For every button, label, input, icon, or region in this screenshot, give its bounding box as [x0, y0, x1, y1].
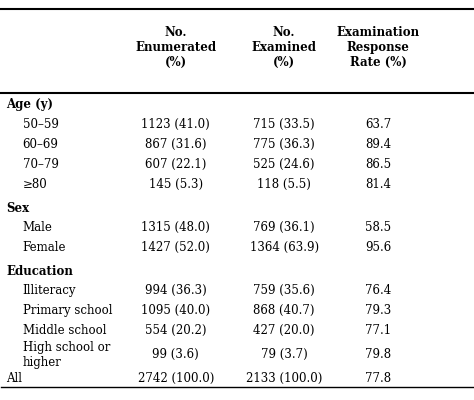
Text: 76.4: 76.4 [365, 284, 392, 297]
Text: 89.4: 89.4 [365, 138, 392, 151]
Text: Sex: Sex [6, 202, 29, 215]
Text: 95.6: 95.6 [365, 241, 392, 254]
Text: 70–79: 70–79 [23, 158, 58, 171]
Text: 86.5: 86.5 [365, 158, 392, 171]
Text: Female: Female [23, 241, 66, 254]
Text: 79.3: 79.3 [365, 304, 392, 317]
Text: 1364 (63.9): 1364 (63.9) [249, 241, 319, 254]
Text: 525 (24.6): 525 (24.6) [254, 158, 315, 171]
Text: 60–69: 60–69 [23, 138, 58, 151]
Text: 2133 (100.0): 2133 (100.0) [246, 372, 322, 385]
Text: 145 (5.3): 145 (5.3) [149, 178, 203, 191]
Text: 2742 (100.0): 2742 (100.0) [137, 372, 214, 385]
Text: 759 (35.6): 759 (35.6) [253, 284, 315, 297]
Text: 99 (3.6): 99 (3.6) [152, 348, 199, 361]
Text: 868 (40.7): 868 (40.7) [254, 304, 315, 317]
Text: 867 (31.6): 867 (31.6) [145, 138, 207, 151]
Text: No.
Examined
(%): No. Examined (%) [252, 26, 317, 68]
Text: Primary school: Primary school [23, 304, 112, 317]
Text: 554 (20.2): 554 (20.2) [145, 324, 207, 338]
Text: All: All [6, 372, 22, 385]
Text: Middle school: Middle school [23, 324, 106, 338]
Text: No.
Enumerated
(%): No. Enumerated (%) [135, 26, 216, 68]
Text: 994 (36.3): 994 (36.3) [145, 284, 207, 297]
Text: Male: Male [23, 221, 53, 234]
Text: Age (y): Age (y) [6, 98, 53, 111]
Text: 58.5: 58.5 [365, 221, 392, 234]
Text: 79.8: 79.8 [365, 348, 392, 361]
Text: Education: Education [6, 265, 73, 278]
Text: 50–59: 50–59 [23, 118, 58, 131]
Text: High school or
higher: High school or higher [23, 341, 110, 369]
Text: 77.1: 77.1 [365, 324, 392, 338]
Text: ≥80: ≥80 [23, 178, 47, 191]
Text: 775 (36.3): 775 (36.3) [253, 138, 315, 151]
Text: 118 (5.5): 118 (5.5) [257, 178, 311, 191]
Text: 769 (36.1): 769 (36.1) [253, 221, 315, 234]
Text: Examination
Response
Rate (%): Examination Response Rate (%) [337, 26, 420, 68]
Text: 715 (33.5): 715 (33.5) [253, 118, 315, 131]
Text: 1315 (48.0): 1315 (48.0) [141, 221, 210, 234]
Text: 1427 (52.0): 1427 (52.0) [141, 241, 210, 254]
Text: 427 (20.0): 427 (20.0) [254, 324, 315, 338]
Text: 607 (22.1): 607 (22.1) [145, 158, 207, 171]
Text: Illiteracy: Illiteracy [23, 284, 76, 297]
Text: 1123 (41.0): 1123 (41.0) [141, 118, 210, 131]
Text: 77.8: 77.8 [365, 372, 392, 385]
Text: 81.4: 81.4 [365, 178, 392, 191]
Text: 1095 (40.0): 1095 (40.0) [141, 304, 210, 317]
Text: 63.7: 63.7 [365, 118, 392, 131]
Text: 79 (3.7): 79 (3.7) [261, 348, 308, 361]
